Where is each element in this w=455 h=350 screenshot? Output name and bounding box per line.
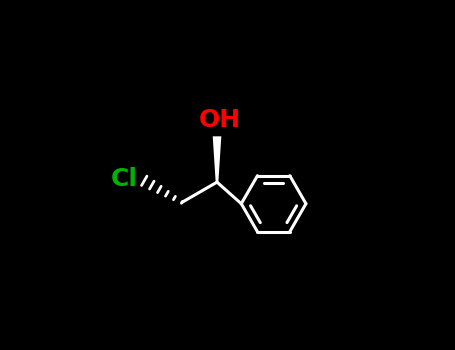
Polygon shape (212, 136, 221, 182)
Text: OH: OH (199, 108, 241, 132)
Text: Cl: Cl (111, 167, 137, 191)
